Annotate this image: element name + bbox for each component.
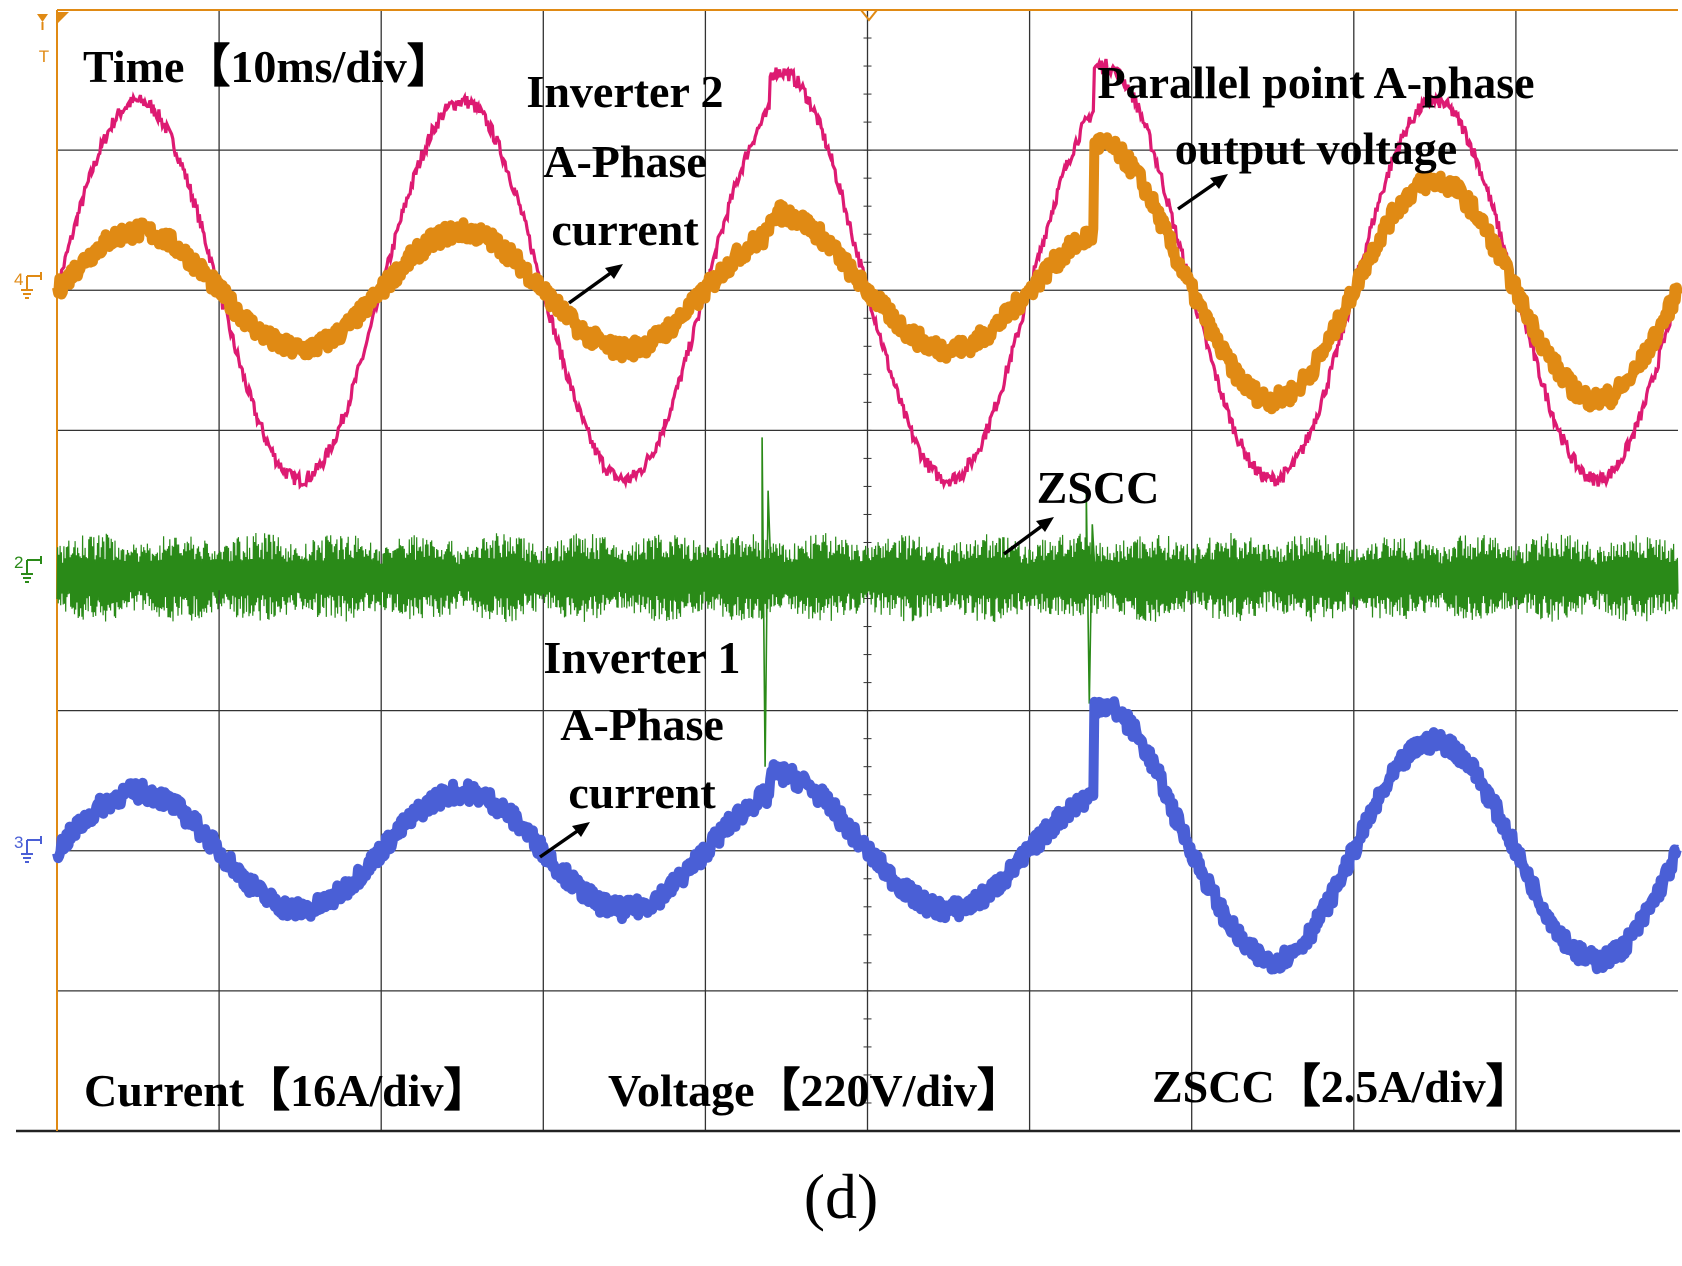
inverter2-label-line1: Inverter 2 [526, 66, 723, 117]
inverter2-label-line3: current [551, 204, 699, 255]
zscc-label: ZSCC [1037, 462, 1160, 513]
figure-caption: (d) [803, 1161, 879, 1232]
trigger-marker: T [37, 14, 49, 66]
inverter2-current-trace [52, 132, 1682, 415]
zscc-trace [56, 532, 1679, 623]
ch4-label: 4 [14, 270, 23, 289]
inverter1-label-line2: A-Phase [560, 699, 724, 750]
inverter1-label-line1: Inverter 1 [543, 632, 740, 683]
parallel-label-line2: output voltage [1175, 123, 1457, 174]
time-scale-label: Time【10ms/div】 [83, 41, 453, 92]
corner-marker [57, 12, 69, 24]
annotation-arrows [539, 174, 1228, 859]
ch3-label: 3 [14, 833, 23, 852]
trigger-label: T [39, 47, 49, 66]
current-scale-label: Current【16A/div】 [84, 1065, 490, 1116]
trigger-position-marker [858, 9, 880, 22]
zscc-scale-label: ZSCC【2.5A/div】 [1152, 1061, 1532, 1112]
inverter1-label-line3: current [568, 767, 716, 818]
inverter2-label-line2: A-Phase [543, 136, 707, 187]
parallel-label-line1: Parallel point A-phase [1097, 57, 1534, 108]
ch2-ground-marker: 2 [14, 553, 42, 583]
ch2-label: 2 [14, 553, 23, 572]
inverter1-current-trace [52, 696, 1682, 975]
zscc-spikes [761, 437, 1097, 767]
ch4-ground-marker: 4 [14, 270, 42, 299]
voltage-scale-label: Voltage【220V/div】 [608, 1065, 1023, 1116]
ch3-ground-marker: 3 [14, 833, 42, 863]
